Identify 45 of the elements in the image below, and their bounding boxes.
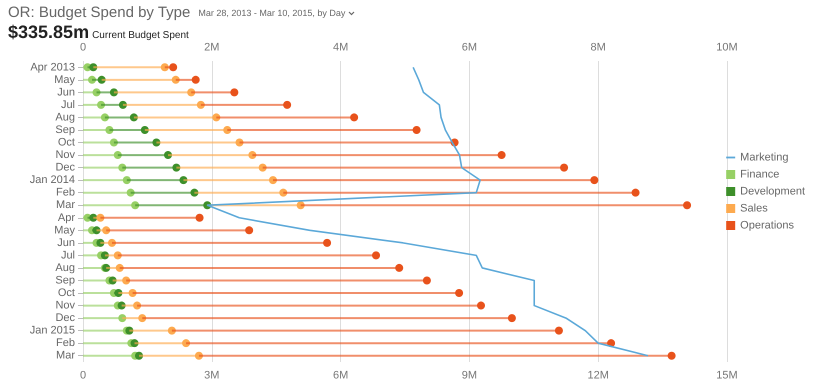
y-tick-label: Jul: [60, 98, 75, 111]
y-tick-label: Aug: [55, 262, 75, 274]
text: $335.85m: [8, 22, 90, 42]
y-tick-label: Oct: [58, 136, 75, 149]
text: Current Budget Spent: [92, 30, 189, 41]
legend-label: Development: [740, 186, 806, 198]
y-tick-label: Oct: [58, 287, 75, 300]
x2-tick-label: 2M: [204, 42, 220, 54]
y-tick-label: Mar: [56, 350, 76, 362]
x-tick-label: 0: [80, 370, 86, 382]
y-tick-label: Aug: [55, 111, 75, 124]
x-tick-label: 15M: [716, 370, 738, 382]
y-tick-label: Sep: [55, 274, 75, 286]
y-tick-label: Nov: [55, 149, 76, 162]
chart-subtitle: Mar 28, 2013 - Mar 10, 2015, by Day: [198, 8, 346, 18]
x2-tick-label: 10M: [716, 42, 738, 54]
x-tick-label: 3M: [204, 370, 220, 382]
x-tick-label: 9M: [462, 370, 478, 382]
y-tick-label: May: [54, 74, 76, 86]
y-tick-label: Jun: [57, 236, 75, 249]
y-tick-label: Jul: [60, 249, 75, 262]
y-tick-label: Dec: [55, 162, 76, 174]
x2-tick-label: 6M: [462, 42, 478, 54]
legend-label: Finance: [740, 168, 780, 180]
x2-tick-label: 8M: [590, 42, 606, 54]
y-tick-label: Jun: [57, 86, 75, 98]
y-tick-label: Apr 2013: [30, 61, 75, 74]
y-tick-label: Apr: [58, 212, 76, 224]
y-tick-label: May: [54, 224, 76, 236]
x-tick-label: 12M: [587, 370, 609, 382]
legend-label: Operations: [740, 220, 794, 232]
y-tick-label: Dec: [55, 312, 76, 324]
y-tick-label: Nov: [55, 300, 76, 312]
x2-tick-label: 4M: [332, 42, 348, 54]
y-tick-label: Sep: [55, 124, 75, 136]
y-tick-label: Mar: [56, 199, 76, 212]
legend-label: Marketing: [740, 152, 788, 164]
y-tick-label: Jan 2015: [30, 324, 75, 337]
y-tick-label: Feb: [56, 186, 75, 199]
y-tick-label: Jan 2014: [30, 174, 75, 186]
chart-title: OR: Budget Spend by Type: [8, 4, 190, 21]
legend-label: Sales: [740, 202, 768, 214]
x-tick-label: 6M: [332, 370, 348, 382]
x2-tick-label: 0: [80, 42, 86, 54]
y-tick-label: Feb: [56, 337, 75, 350]
